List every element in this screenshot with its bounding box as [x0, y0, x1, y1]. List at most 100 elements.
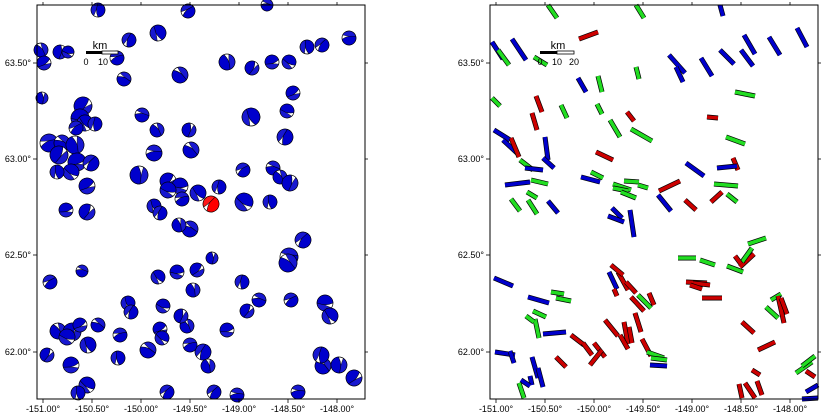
stress-axis-bar: [734, 90, 756, 98]
stress-axis-bar: [805, 369, 816, 379]
stress-axis-bar: [554, 355, 568, 369]
stress-axis-bar: [776, 295, 786, 324]
focal-mechanism-marker: [90, 317, 106, 333]
stress-axis-bar: [559, 104, 569, 119]
stress-axis-bar: [588, 348, 604, 367]
stress-axis-bar: [528, 375, 534, 386]
stress-axis-bar: [595, 103, 604, 115]
stress-axis-bar: [706, 115, 719, 120]
stress-axis-bar: [739, 48, 755, 68]
focal-mechanism-marker: [68, 120, 84, 136]
stress-axis-bar: [713, 182, 739, 188]
stress-axis-bar: [627, 326, 634, 344]
scale-bar-segment: [101, 50, 119, 55]
stress-axis-bar: [725, 192, 739, 204]
stress-axis-bar: [612, 288, 619, 297]
stress-axis-bar: [743, 382, 757, 399]
axes-right: -151.00° -150.50° -150.00° -149.50° -149.00°…: [458, 2, 821, 414]
stress-axis-bar: [709, 190, 724, 204]
focal-mechanism-marker: [218, 53, 236, 71]
focal-mechanism-marker: [152, 205, 168, 221]
stress-axis-bar: [609, 263, 625, 277]
y-tick-label: 63.00°: [5, 154, 32, 164]
focal-mechanism-marker: [129, 165, 149, 185]
stress-axis-bar: [737, 383, 744, 399]
focal-mechanism-marker: [121, 32, 137, 48]
y-tick-label: 62.00°: [458, 347, 485, 357]
focal-mechanism-marker: [42, 274, 58, 290]
focal-mechanism-marker: [239, 303, 255, 319]
stress-axis-bar: [636, 293, 653, 310]
focal-mechanism-marker: [200, 358, 216, 374]
focal-mechanism-marker: [206, 384, 222, 400]
focal-mechanism-marker: [79, 336, 97, 354]
scale-bar-label: 0: [537, 57, 542, 67]
stress-axis-bar: [767, 36, 782, 56]
stress-axis-bar: [625, 110, 636, 123]
stress-axis-bar: [612, 186, 629, 193]
focal-mechanism-marker: [279, 103, 295, 119]
focal-mechanism-marker: [174, 191, 190, 207]
stress-axis-bar: [630, 127, 653, 143]
stress-axis-bar: [508, 350, 516, 364]
scale-bar-left: km 0 10: [83, 40, 119, 67]
focal-mechanism-marker: [75, 264, 89, 278]
stress-axis-bar: [751, 368, 761, 377]
focal-mechanism-marker: [70, 385, 86, 401]
focal-mechanism-marker: [58, 328, 76, 346]
x-tick-label: -151.00°: [479, 404, 514, 414]
stress-axis-bar: [629, 295, 646, 313]
stress-axis-bar: [524, 166, 544, 172]
stress-axis-bar: [509, 137, 521, 158]
stress-axis-bar: [496, 48, 511, 67]
focal-mechanism-marker: [65, 135, 85, 155]
map-frame-right: [489, 4, 819, 400]
focal-mechanism-marker: [205, 251, 219, 265]
focal-mechanism-marker: [159, 181, 177, 199]
stress-axis-bar: [526, 190, 538, 200]
stress-axis-bar: [624, 280, 638, 295]
y-tick-label: 63.50°: [458, 58, 485, 68]
stress-axis-bar: [533, 318, 541, 339]
stress-axis-bar: [628, 209, 636, 238]
stress-axis-bar: [689, 283, 703, 291]
stress-axis-bar: [532, 309, 547, 319]
x-tick-label: -149.00°: [222, 404, 257, 414]
focal-mechanism-marker: [251, 292, 267, 308]
focal-mechanism-marker: [159, 384, 175, 400]
focal-mechanism-marker: [234, 192, 254, 212]
focal-mechanism-marker: [78, 376, 96, 394]
stress-axis-bar: [504, 180, 531, 187]
stress-axis-bar: [699, 258, 716, 267]
x-tick-label: -151.00°: [26, 404, 61, 414]
scale-bar-label: 10: [552, 57, 562, 67]
stress-axis-bar: [650, 356, 668, 362]
focal-mechanism-marker: [219, 322, 235, 338]
stress-axis-bar: [543, 136, 550, 161]
stress-axis-bar: [493, 128, 511, 142]
stress-axis-bar: [607, 271, 619, 290]
stress-axis-bar: [634, 66, 641, 80]
stress-axis-bar: [546, 199, 560, 215]
axes-left: -151.00° -150.50° -150.00° -149.50° -149.00°…: [5, 2, 368, 414]
focal-mechanism-marker: [202, 195, 220, 213]
stress-axis-bar: [595, 150, 614, 162]
stress-axis-bar: [490, 96, 502, 108]
focal-mechanism-marker: [150, 269, 166, 285]
focal-mechanism-marker: [112, 327, 128, 343]
focal-mechanism-marker: [294, 231, 312, 249]
stress-axis-bar: [658, 179, 681, 193]
focal-mechanism-marker: [182, 337, 198, 353]
stress-axis-bar: [733, 254, 743, 266]
focal-mechanism-marker: [49, 145, 69, 165]
focal-mechanism-marker: [330, 356, 348, 374]
stress-axis-bar: [603, 318, 620, 338]
focal-mechanism-marker: [110, 350, 126, 366]
stress-axis-bar: [530, 112, 539, 131]
x-tick-label: -150.50°: [528, 404, 563, 414]
stress-axis-bar: [569, 333, 586, 347]
scale-bar-right: km 0 10 20: [537, 40, 579, 67]
x-tick-label: -148.00°: [773, 404, 808, 414]
scale-bar-label: 10: [98, 57, 108, 67]
stress-axis-bar: [692, 281, 711, 287]
